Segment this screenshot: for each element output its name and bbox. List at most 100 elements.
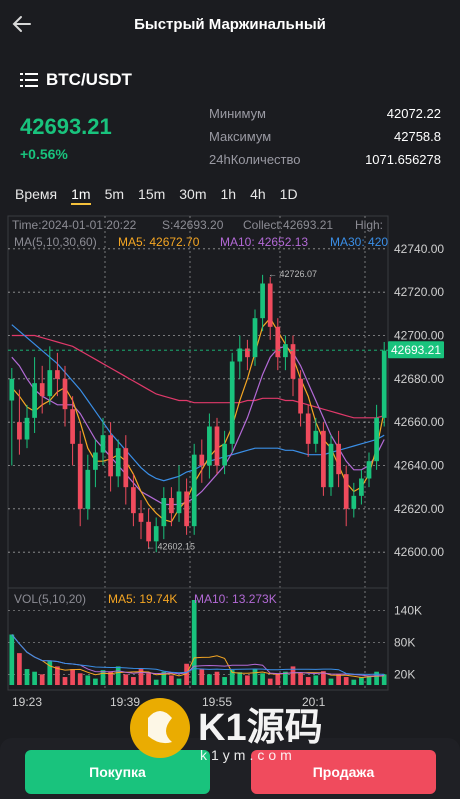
info-s: S:42693.20	[162, 218, 224, 232]
candle-body	[55, 370, 60, 379]
candle-body	[343, 474, 349, 509]
pair-selector[interactable]: BTC/USDT	[20, 70, 132, 90]
volume-bar	[207, 674, 212, 685]
candle-body	[290, 344, 296, 379]
candle-body	[305, 413, 311, 444]
volume-bar	[381, 674, 387, 685]
price-axis-label: 42620.00	[394, 502, 444, 516]
volume-bar	[267, 678, 273, 685]
volume-bar	[169, 675, 174, 685]
volume-bar	[328, 678, 334, 685]
back-arrow-icon[interactable]	[10, 12, 34, 36]
timeframe-label[interactable]: Время	[15, 186, 58, 202]
volume-bar	[214, 671, 220, 685]
candle-body	[32, 383, 37, 418]
candle-body	[321, 430, 326, 488]
candle-body	[374, 417, 379, 462]
tab-1d[interactable]: 1D	[279, 186, 298, 202]
candle-body	[100, 435, 106, 453]
watermark-url: k1ym.com	[200, 747, 296, 763]
volume-bar	[123, 674, 129, 685]
volume-bar	[374, 671, 379, 685]
candle-body	[93, 452, 98, 470]
tab-5m[interactable]: 5m	[104, 186, 125, 202]
volume-bar	[359, 677, 364, 685]
high-annotation: ← 42726.07	[268, 269, 317, 279]
candle-body	[199, 454, 205, 466]
tab-15m[interactable]: 15m	[138, 186, 166, 202]
candle-body	[283, 344, 288, 358]
time-axis-label: 19:39	[110, 695, 140, 709]
volume-bar	[138, 669, 144, 685]
volume-bar	[55, 666, 60, 685]
volume-bar	[131, 677, 136, 685]
candle-body	[24, 417, 30, 440]
current-price-label: 42693.21	[391, 343, 441, 357]
volume-bar	[93, 678, 98, 685]
chart-frame	[7, 215, 389, 691]
candlestick-chart[interactable]: 42740.00 42720.00 42700.00 42680.00 42660.00…	[0, 210, 460, 710]
volume-bar	[237, 672, 243, 685]
volume-bar	[184, 663, 189, 685]
ma30-legend: MA30: 420	[330, 235, 388, 249]
candle-body	[275, 326, 281, 358]
tab-30m[interactable]: 30m	[179, 186, 207, 202]
volume-bar	[275, 674, 281, 685]
price-axis-label: 42680.00	[394, 372, 444, 386]
sell-button[interactable]: Продажа	[251, 750, 436, 794]
time-axis-label: 19:23	[12, 695, 42, 709]
volume-bar	[100, 670, 106, 685]
header: Быстрый Маржинальный	[0, 0, 460, 50]
candle-body	[9, 378, 15, 401]
candle-body	[229, 361, 235, 444]
volume-bar	[17, 653, 22, 685]
volume-bar	[260, 673, 265, 685]
time-axis-label: 20:1	[302, 695, 326, 709]
candle-body	[146, 521, 151, 542]
watermark-logo: K1源码 k1ym.com	[130, 698, 323, 763]
buy-button[interactable]: Покупка	[25, 750, 210, 794]
price-axis-label: 42600.00	[394, 545, 444, 559]
ma10-line	[11, 345, 385, 506]
current-price-tag	[388, 341, 444, 359]
volume-bar	[24, 669, 30, 685]
candle-body	[252, 318, 258, 358]
volume-bar	[191, 600, 197, 685]
volume-bar	[290, 666, 296, 685]
tab-4h[interactable]: 4h	[250, 186, 266, 202]
volume-bar	[161, 671, 167, 685]
tab-1m[interactable]: 1m	[71, 186, 91, 205]
volume-bar	[47, 661, 53, 685]
price-axis-label: 42640.00	[394, 459, 444, 473]
volume-bar	[153, 679, 159, 685]
tab-1h[interactable]: 1h	[220, 186, 237, 202]
volume-bar	[313, 675, 319, 685]
candle-body	[336, 443, 341, 475]
volume-bar	[70, 669, 75, 685]
volume-bar	[305, 677, 311, 685]
watermark-brand: K1源码	[198, 707, 323, 749]
ma60-line	[11, 334, 385, 419]
volume-bar	[39, 674, 45, 685]
vol-axis-label: 80K	[394, 636, 415, 650]
volume-bar	[222, 677, 227, 685]
volume-bar	[343, 677, 349, 685]
ma10-legend: MA10: 42652.13	[220, 235, 308, 249]
price-axis-label: 42700.00	[394, 329, 444, 343]
candle-body	[222, 443, 227, 466]
candle-body	[328, 443, 334, 488]
candle-body	[214, 426, 220, 466]
vol-legend-label: VOL(5,10,20)	[14, 592, 86, 606]
price-axis-label: 42660.00	[394, 415, 444, 429]
volume-bar	[199, 669, 205, 685]
stat-low: Минимум 42072.22	[209, 106, 441, 121]
candle-body	[381, 350, 387, 418]
candle-body	[108, 435, 113, 477]
volume-bar	[176, 678, 182, 685]
candle-body	[47, 370, 53, 397]
list-menu-icon[interactable]	[20, 72, 38, 88]
last-price: 42693.21	[20, 114, 112, 139]
volume-bar	[252, 669, 258, 685]
volume-bar	[229, 670, 235, 685]
price-axis-label: 42720.00	[394, 285, 444, 299]
